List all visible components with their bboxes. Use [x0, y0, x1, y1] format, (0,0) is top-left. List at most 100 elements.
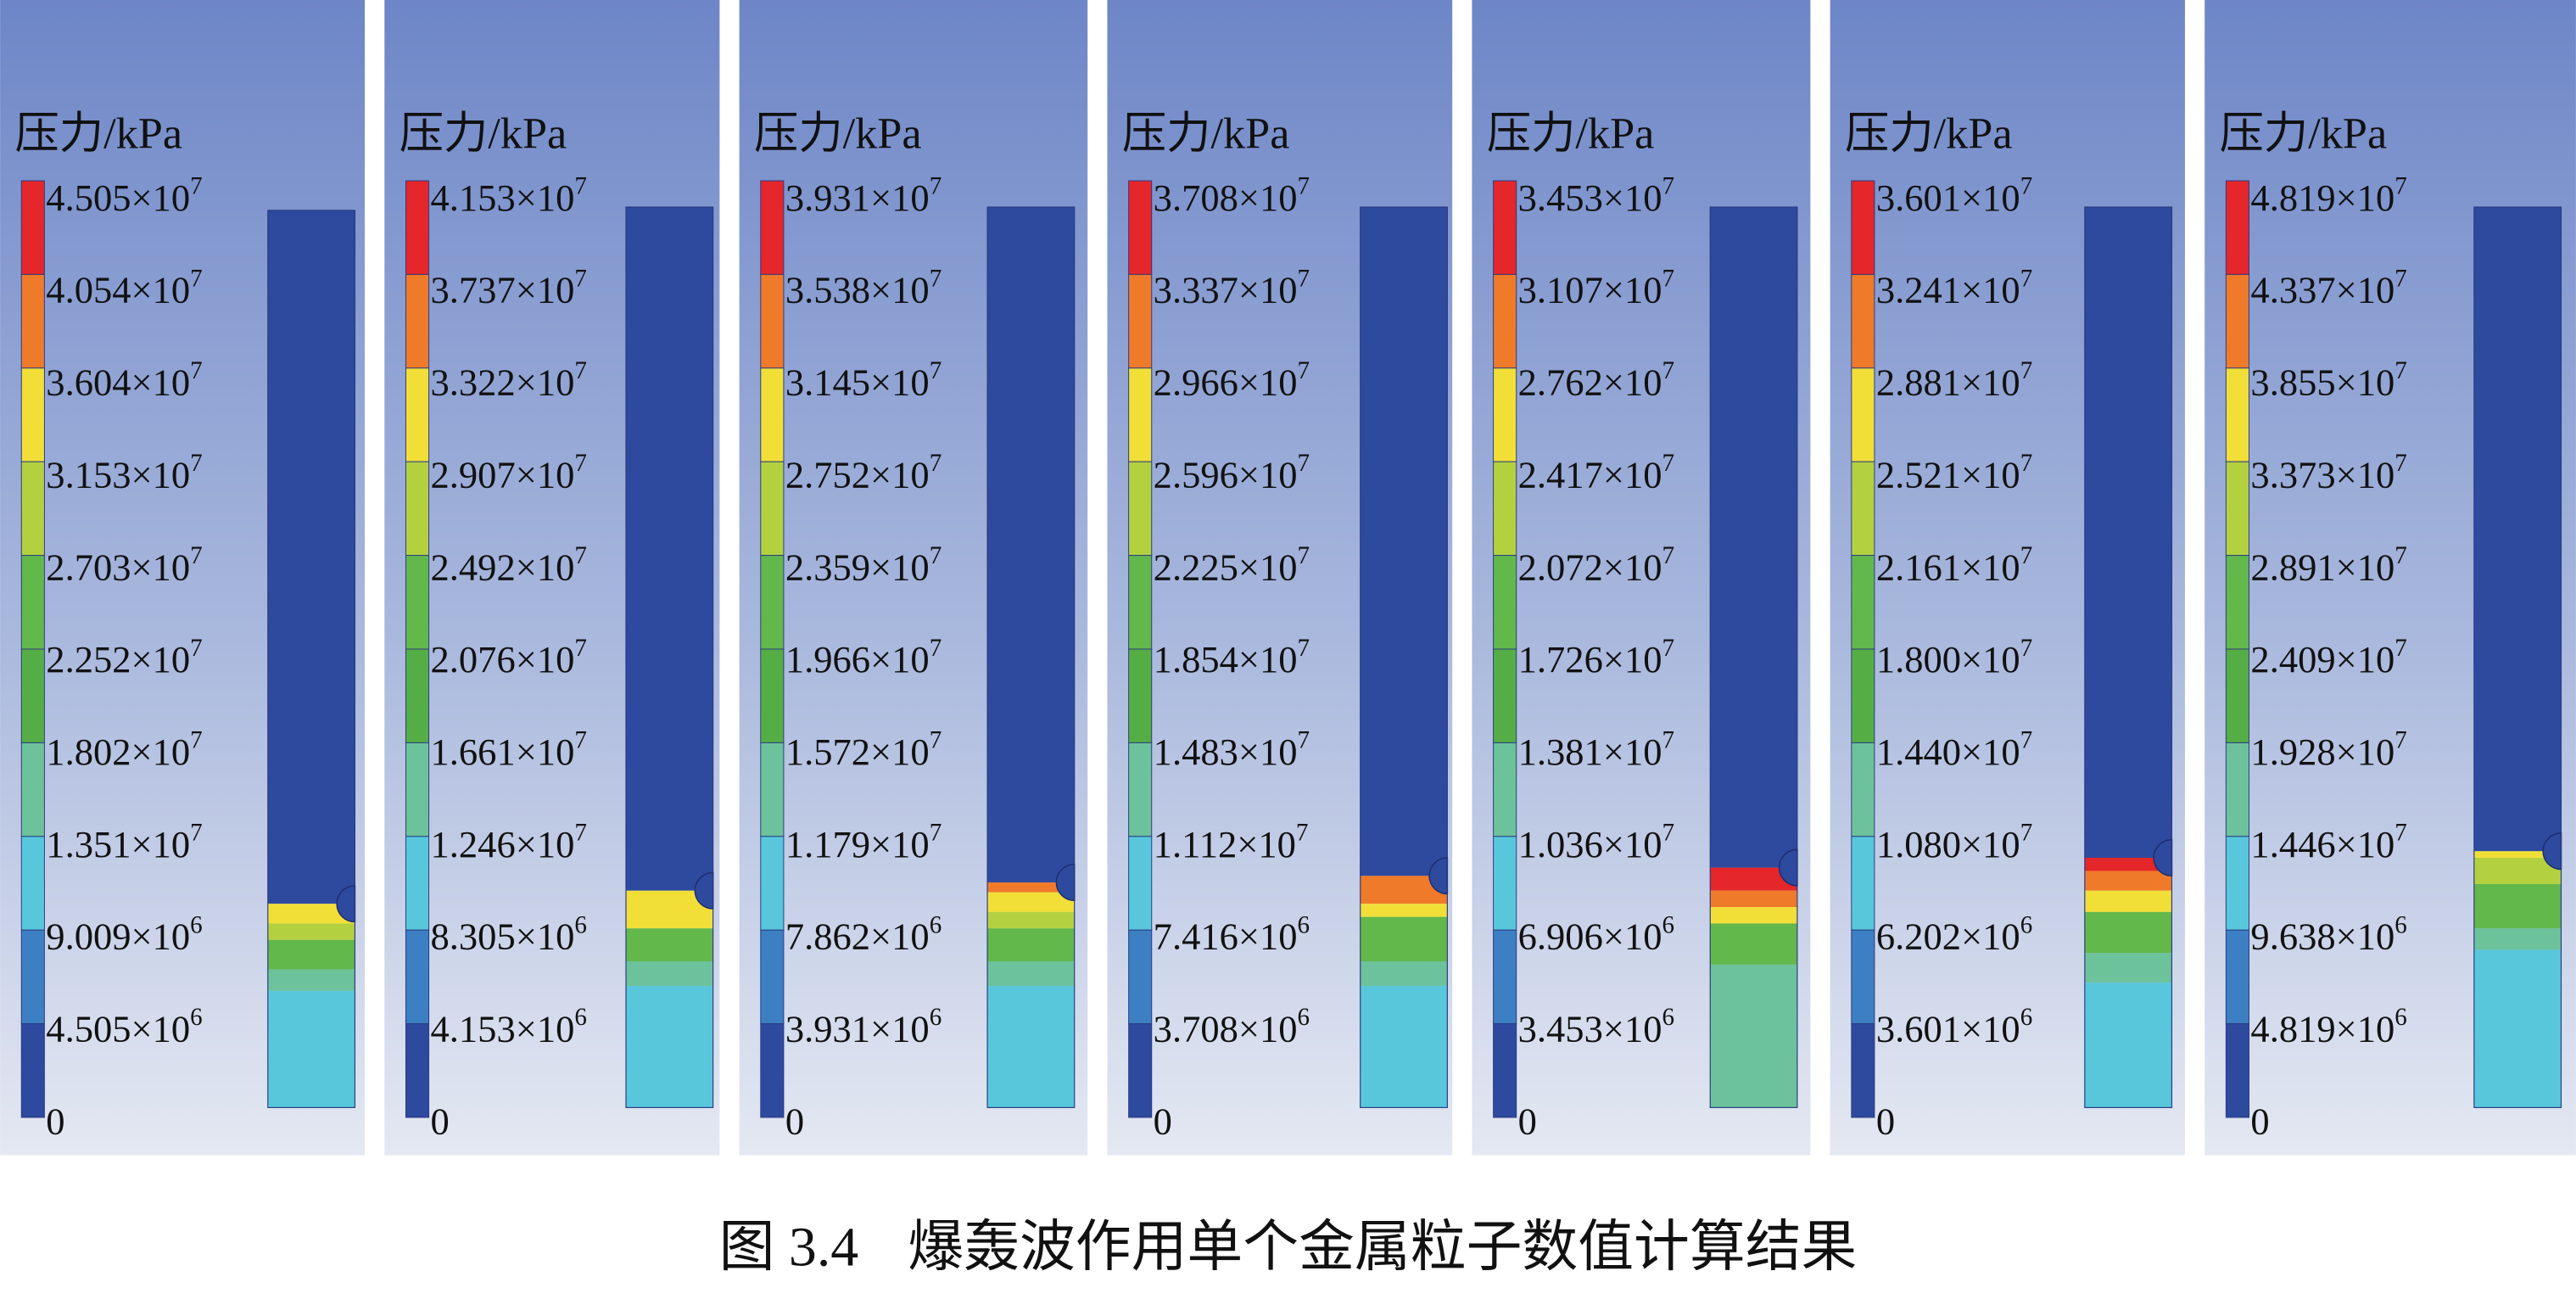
legend-label: 3.145×107	[785, 357, 942, 403]
legend-swatch	[1128, 1023, 1153, 1118]
legend-label: 1.800×107	[1876, 635, 2032, 680]
contour-band	[987, 207, 1075, 883]
label-exponent: 7	[1662, 173, 1674, 200]
label-base: 3.538×10	[785, 269, 930, 311]
legend-swatch	[2225, 836, 2249, 931]
label-exponent: 7	[1662, 819, 1674, 846]
legend-label: 3.107×107	[1518, 265, 1674, 311]
legend-swatch	[405, 273, 430, 369]
label-exponent: 7	[2394, 819, 2407, 846]
legend-label: 9.009×106	[46, 911, 202, 957]
label-base: 2.521×10	[1876, 453, 2020, 496]
label-exponent: 7	[2020, 819, 2033, 846]
contour-band	[1710, 907, 1797, 924]
legend-swatch	[1851, 367, 1875, 462]
label-base: 4.153×10	[431, 1008, 575, 1050]
label-exponent: 7	[930, 819, 942, 846]
contour-band	[987, 928, 1075, 961]
legend-swatch	[20, 836, 45, 931]
label-base: 1.572×10	[785, 731, 930, 773]
legend-swatch	[1128, 648, 1153, 743]
legend-swatch	[1493, 273, 1517, 369]
legend-swatch	[1493, 742, 1517, 837]
label-exponent: 7	[190, 450, 203, 477]
label-base: 3.145×10	[785, 361, 930, 404]
legend-swatch	[2225, 180, 2249, 275]
column-outline	[1709, 206, 1798, 1108]
legend-label: 4.054×107	[46, 265, 202, 311]
legend-label: 1.080×107	[1876, 819, 2032, 865]
legend-label: 7.862×106	[785, 911, 942, 957]
contour-band	[1360, 904, 1448, 917]
legend-label: 0	[431, 1100, 450, 1142]
legend-label: 2.752×107	[785, 450, 942, 496]
particle	[1428, 857, 1449, 895]
legend-swatch	[1493, 929, 1517, 1025]
label-base: 3.601×10	[1876, 176, 2020, 219]
label-base: 4.337×10	[2250, 269, 2394, 311]
legend-label: 2.225×107	[1154, 542, 1310, 588]
legend-label: 2.492×107	[431, 542, 587, 588]
legend-swatch	[1128, 273, 1153, 369]
label-exponent: 7	[574, 173, 587, 200]
label-exponent: 7	[930, 265, 942, 292]
label-base: 8.305×10	[431, 915, 575, 958]
label-exponent: 7	[2394, 173, 2407, 200]
contour-band	[267, 210, 355, 904]
label-base: 3.931×10	[785, 1008, 930, 1050]
legend-label: 2.881×107	[1876, 357, 2032, 403]
label-exponent: 7	[1298, 357, 1310, 384]
legend-swatch	[405, 555, 430, 650]
label-exponent: 7	[190, 819, 203, 846]
label-exponent: 6	[2394, 911, 2407, 938]
contour-band	[1360, 986, 1448, 1108]
legend-label: 2.907×107	[431, 450, 587, 496]
label-base: 2.161×10	[1876, 546, 2020, 588]
legend-swatch	[20, 461, 45, 557]
label-exponent: 6	[2394, 1004, 2407, 1031]
legend-label: 3.337×107	[1154, 265, 1310, 311]
legend-swatch	[20, 555, 45, 650]
label-exponent: 7	[1298, 542, 1310, 569]
label-base: 1.112×10	[1154, 823, 1296, 865]
legend-label: 2.076×107	[431, 635, 587, 680]
legend-label: 9.638×106	[2250, 911, 2406, 957]
label-base: 3.241×10	[1876, 269, 2020, 311]
label-base: 2.881×10	[1876, 361, 2020, 404]
label-base: 1.036×10	[1518, 823, 1662, 865]
particle	[336, 885, 356, 923]
label-exponent: 7	[930, 450, 942, 477]
legend-swatch	[20, 180, 45, 275]
label-exponent: 6	[190, 1004, 203, 1031]
contour-band	[2473, 883, 2562, 929]
legend-label: 1.179×107	[785, 819, 942, 865]
legend-label: 4.819×107	[2250, 173, 2406, 219]
label-base: 2.492×10	[431, 546, 575, 588]
label-base: 2.596×10	[1154, 453, 1298, 496]
legend-label: 4.153×107	[431, 173, 587, 219]
label-exponent: 6	[930, 1004, 942, 1031]
label-base: 6.906×10	[1518, 915, 1662, 958]
legend-label: 2.417×107	[1518, 450, 1674, 496]
legend-label: 0	[1876, 1100, 1895, 1142]
legend-swatch	[2225, 742, 2249, 837]
label-exponent: 7	[2020, 357, 2033, 384]
label-base: 1.802×10	[46, 731, 190, 773]
legend-swatch	[1851, 273, 1875, 369]
legend-label: 2.891×107	[2250, 542, 2406, 588]
label-base: 4.819×10	[2250, 1008, 2394, 1050]
label-exponent: 7	[190, 727, 203, 754]
label-base: 1.661×10	[431, 731, 575, 773]
legend-swatch	[760, 367, 785, 462]
label-exponent: 6	[1662, 1004, 1674, 1031]
label-exponent: 6	[1298, 1004, 1310, 1031]
label-exponent: 7	[574, 357, 587, 384]
label-exponent: 7	[2394, 450, 2407, 477]
legend-swatch	[1851, 555, 1875, 650]
legend-label: 2.966×107	[1154, 357, 1310, 403]
legend-swatch	[1493, 648, 1517, 743]
legend-label: 3.453×106	[1518, 1004, 1674, 1050]
label-exponent: 7	[1298, 635, 1310, 662]
label-exponent: 7	[1662, 635, 1674, 662]
legend-label: 3.373×107	[2250, 450, 2406, 496]
